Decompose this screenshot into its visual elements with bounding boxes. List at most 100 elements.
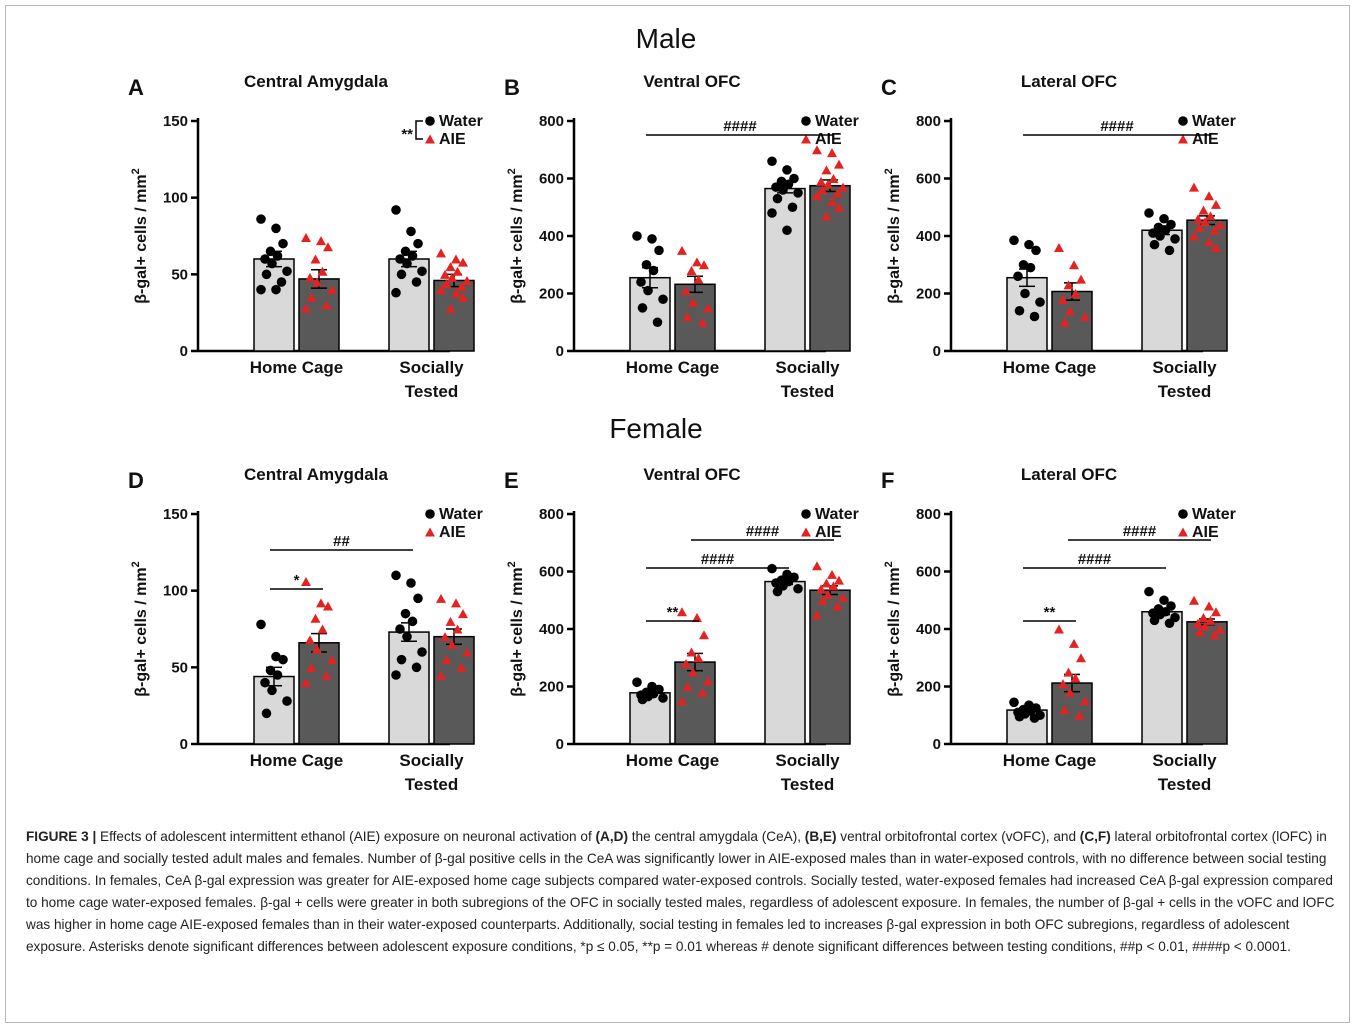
data-point-aie-f (1065, 687, 1075, 697)
y-tick-label-f: 0 (933, 736, 941, 753)
data-point-water-f (1014, 711, 1025, 722)
panel-title-d: Central Amygdala (244, 465, 388, 484)
data-point-aie-e (677, 607, 687, 617)
bar-b-aie-0 (674, 283, 716, 352)
group-title-female: Female (609, 413, 702, 444)
data-point-aie-f (1189, 595, 1199, 605)
data-point-aie-a (441, 279, 452, 289)
data-point-aie-c (1211, 199, 1221, 209)
data-point-aie-d (445, 616, 456, 626)
data-point-water-c (1013, 271, 1023, 282)
data-point-water-d (391, 570, 401, 581)
data-point-aie-c (1194, 222, 1205, 232)
data-point-water-a (413, 238, 423, 249)
data-point-water-c (1014, 305, 1025, 316)
data-point-aie-a (301, 303, 311, 313)
data-point-aie-b (821, 165, 832, 175)
y-tick-label-b: 200 (539, 286, 564, 303)
panel-title-b: Ventral OFC (643, 72, 740, 91)
data-point-aie-f (1080, 696, 1090, 706)
data-point-water-b (652, 317, 663, 328)
legend-marker-water-f (1178, 509, 1188, 519)
x-category-label-b: Home Cage (626, 358, 720, 377)
sig-label-e: #### (746, 523, 780, 540)
data-point-aie-b (834, 202, 844, 212)
y-axis-label-a: β-gal+ cells / mm2 (130, 168, 150, 304)
data-point-aie-b (699, 260, 709, 270)
data-point-aie-f (1198, 613, 1209, 622)
legend-marker-water-b (801, 116, 811, 126)
data-point-aie-f (1194, 627, 1205, 637)
panel-c: C Lateral OFC β-gal+ cells / mm2 0 200 400 600… (881, 72, 1236, 401)
bar-b-aie-1 (809, 184, 851, 352)
sig-bracket-a (415, 120, 423, 140)
data-point-water-c (1029, 311, 1040, 322)
data-point-aie-d (447, 639, 457, 649)
panel-letter-b: B (504, 75, 520, 100)
y-tick-label-b: 600 (539, 171, 564, 188)
data-point-aie-d (301, 678, 311, 688)
legend-label-water-c: Water (1192, 113, 1236, 130)
data-point-water-d (265, 665, 276, 676)
data-point-water-a (400, 246, 411, 257)
caption-text-4: lateral orbitofrontal cortex (lOFC) in h… (26, 829, 1335, 954)
legend-label-water-a: Water (439, 113, 483, 130)
data-point-water-d (256, 619, 266, 630)
data-point-water-b (654, 245, 664, 256)
data-point-aie-b (682, 312, 693, 321)
data-point-water-c (1144, 208, 1154, 218)
data-point-aie-e (821, 578, 832, 588)
y-tick-label-f: 600 (916, 564, 941, 581)
data-point-aie-c (1198, 205, 1209, 215)
data-point-aie-a (458, 292, 468, 302)
data-point-aie-e (838, 592, 848, 602)
data-point-aie-e (703, 676, 713, 686)
data-point-aie-d (317, 624, 328, 634)
data-point-water-c (1035, 297, 1045, 307)
data-point-aie-e (699, 630, 709, 640)
data-point-water-a (256, 284, 266, 295)
data-point-aie-b (686, 266, 697, 275)
data-point-water-a (276, 277, 287, 287)
data-point-aie-f (1063, 667, 1074, 677)
data-point-water-c (1025, 262, 1036, 273)
y-tick-label-e: 200 (539, 679, 564, 696)
legend-marker-aie-c (1178, 134, 1188, 144)
data-point-water-a (407, 251, 418, 261)
legend-marker-water-e (801, 509, 811, 519)
y-tick-label-f: 800 (916, 506, 941, 523)
data-point-aie-a (312, 277, 322, 287)
data-point-aie-d (458, 609, 468, 619)
data-point-aie-f (1058, 679, 1068, 689)
y-axis-label-sup-e: 2 (506, 561, 518, 567)
data-point-water-b (647, 234, 657, 244)
group-title-male: Male (636, 23, 697, 54)
data-point-aie-f (1054, 624, 1064, 634)
data-point-aie-a (305, 272, 315, 282)
x-category-label-d: Tested (405, 775, 459, 794)
y-tick-label-d: 50 (171, 659, 188, 676)
data-point-aie-c (1215, 220, 1225, 229)
data-point-water-b (772, 193, 783, 204)
data-point-aie-d (462, 647, 472, 657)
data-point-aie-a (310, 254, 321, 264)
bar-f-water-1 (1141, 611, 1183, 745)
legend-marker-water-d (425, 509, 435, 519)
data-point-aie-c (1059, 317, 1070, 327)
data-point-aie-d (310, 613, 321, 623)
data-point-water-b (641, 259, 652, 270)
data-point-aie-a (327, 285, 337, 295)
y-tick-label-e: 0 (556, 736, 564, 753)
y-tick-label-b: 400 (539, 228, 564, 245)
data-point-water-e (793, 583, 803, 594)
data-point-aie-e (823, 590, 833, 599)
data-point-aie-f (1205, 615, 1216, 625)
y-tick-label-b: 0 (556, 343, 564, 360)
y-tick-label-a: 0 (180, 343, 188, 360)
data-point-water-d (411, 662, 422, 673)
data-point-water-a (256, 214, 266, 224)
sig-label-d: * (294, 572, 300, 589)
data-point-water-b (648, 265, 659, 276)
data-point-water-a (271, 284, 281, 295)
data-point-aie-a (323, 242, 333, 252)
